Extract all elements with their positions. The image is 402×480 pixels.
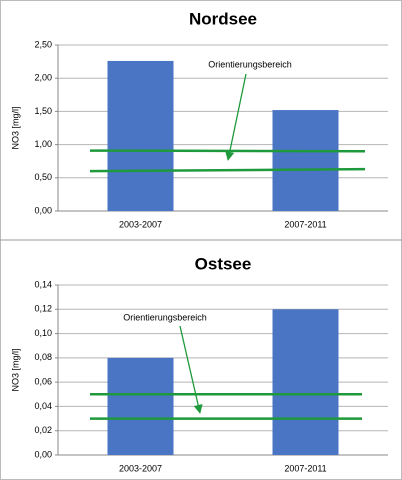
y-tick-label: 2,00 xyxy=(34,73,52,83)
y-tick-label: 0,02 xyxy=(34,425,52,435)
reference-line xyxy=(89,149,366,153)
y-tick-label: 0,12 xyxy=(34,304,52,314)
bar xyxy=(107,357,174,455)
bar xyxy=(272,309,339,455)
y-tick-label: 1,50 xyxy=(34,106,52,116)
x-tick-label: 2007-2011 xyxy=(284,463,326,473)
x-tick-label: 2003-2007 xyxy=(119,219,162,229)
bar xyxy=(107,60,174,211)
annotation-arrow xyxy=(225,73,247,161)
x-tick-label: 2007-2011 xyxy=(284,219,326,229)
y-tick-label: 0,06 xyxy=(34,377,52,387)
y-tick-label: 0,00 xyxy=(34,449,52,459)
y-tick-label: 0,10 xyxy=(34,328,52,338)
bar xyxy=(272,110,339,211)
annotation: Orientierungsbereich xyxy=(123,312,207,322)
y-tick-label: 2,50 xyxy=(34,39,52,49)
annotation-arrow xyxy=(179,325,203,414)
y-tick-label: 0,04 xyxy=(34,401,52,411)
chart-title: Nordsee xyxy=(189,9,257,28)
y-tick-label: 0,00 xyxy=(34,205,52,215)
reference-line xyxy=(89,167,366,173)
y-axis-label: NO3 [mg/l] xyxy=(10,348,20,391)
y-tick-label: 1,00 xyxy=(34,139,52,149)
y-axis-label: NO3 [mg/l] xyxy=(10,106,20,149)
x-tick-label: 2003-2007 xyxy=(119,463,162,473)
y-tick-label: 0,14 xyxy=(34,279,52,289)
y-tick-label: 0,50 xyxy=(34,172,52,182)
annotation: Orientierungsbereich xyxy=(208,59,292,69)
chart-title: Ostsee xyxy=(195,254,252,273)
y-tick-label: 0,08 xyxy=(34,352,52,362)
